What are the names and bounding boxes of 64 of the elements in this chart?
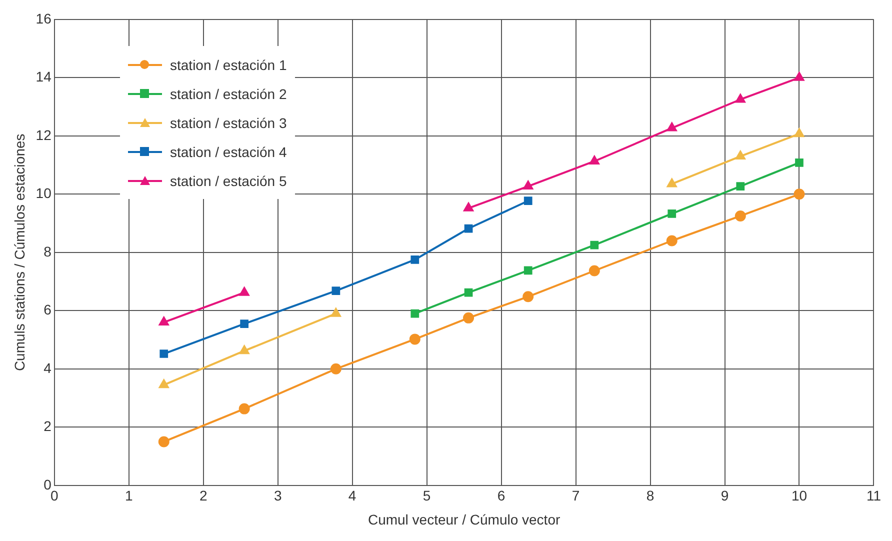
y-tick-label: 10 xyxy=(36,185,52,202)
point xyxy=(332,286,340,296)
point xyxy=(464,202,474,212)
point xyxy=(330,363,342,374)
legend-label: station / estación 3 xyxy=(170,114,287,130)
point xyxy=(736,94,746,103)
point xyxy=(522,291,534,302)
point xyxy=(590,156,600,164)
point xyxy=(668,209,676,218)
y-tick-label: 0 xyxy=(44,476,52,492)
point xyxy=(795,158,804,167)
x-tick-label: 7 xyxy=(572,488,580,504)
y-tick-label: 12 xyxy=(36,126,52,143)
point xyxy=(734,210,746,222)
point xyxy=(666,178,677,188)
point xyxy=(239,345,250,354)
point xyxy=(238,403,250,414)
x-tick-label: 5 xyxy=(422,488,431,504)
legend-label: station / estación 4 xyxy=(170,144,287,160)
y-axis-title: Cumuls stations / Cúmulos estaciones xyxy=(11,134,28,372)
point xyxy=(736,150,746,160)
y-tick-label: 16 xyxy=(36,10,52,26)
y-tick-label: 8 xyxy=(44,243,52,260)
point xyxy=(464,224,473,233)
y-tick-label: 4 xyxy=(44,360,52,376)
point xyxy=(524,196,532,206)
x-tick-label: 2 xyxy=(199,488,208,504)
x-tick-label: 8 xyxy=(646,488,654,504)
y-tick-label: 14 xyxy=(36,68,52,85)
point xyxy=(160,350,168,358)
point xyxy=(736,182,745,190)
point xyxy=(590,240,599,250)
point xyxy=(794,72,804,81)
x-tick-label: 9 xyxy=(720,488,729,504)
point xyxy=(794,188,805,200)
point xyxy=(463,312,474,324)
y-tick-label: 2 xyxy=(44,418,52,434)
point xyxy=(240,320,248,328)
point xyxy=(666,235,678,246)
x-tick-label: 11 xyxy=(866,488,882,504)
x-tick-label: 10 xyxy=(791,488,808,504)
point xyxy=(158,316,169,326)
legend-label: station / estación 1 xyxy=(170,56,287,72)
point xyxy=(158,436,170,448)
y-tick-label: 6 xyxy=(44,302,52,318)
point xyxy=(409,334,420,345)
point xyxy=(524,266,532,275)
point xyxy=(794,128,804,138)
point xyxy=(331,308,341,317)
x-tick-label: 6 xyxy=(497,488,506,504)
point xyxy=(588,265,600,276)
point xyxy=(158,379,169,388)
legend-label: station / estación 2 xyxy=(170,86,287,102)
point xyxy=(410,256,420,264)
x-tick-label: 4 xyxy=(348,488,356,504)
point xyxy=(523,180,534,190)
x-axis-title: Cumul vecteur / Cúmulo vector xyxy=(368,511,560,528)
point xyxy=(666,122,677,132)
point xyxy=(410,309,420,318)
x-tick-label: 1 xyxy=(124,488,133,504)
point xyxy=(464,288,473,297)
point xyxy=(239,287,250,296)
x-tick-label: 3 xyxy=(274,488,282,504)
legend-label: station / estación 5 xyxy=(170,172,287,188)
